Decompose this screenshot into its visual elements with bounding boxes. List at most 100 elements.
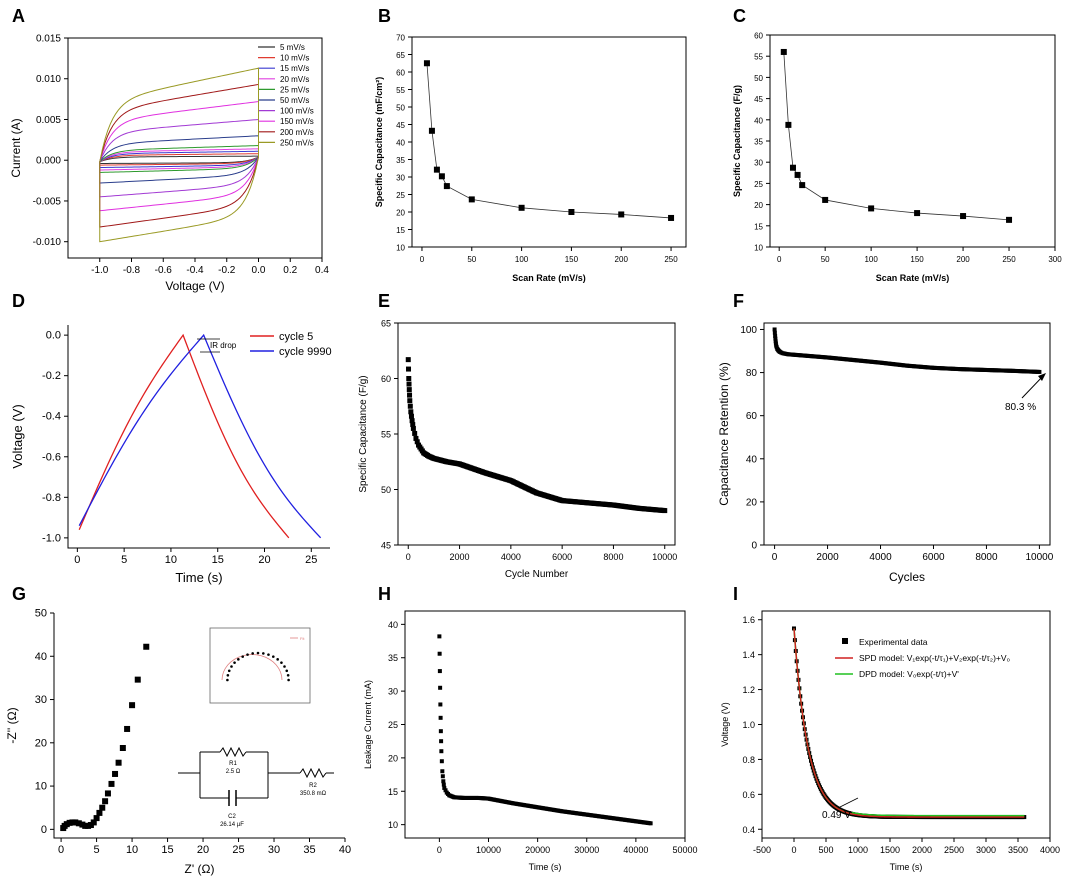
y-axis-label: Voltage (V) bbox=[720, 702, 730, 747]
x-tick-label: 10 bbox=[126, 844, 138, 856]
legend-label: cycle 5 bbox=[279, 331, 313, 343]
x-tick-label: 0.0 bbox=[252, 265, 266, 276]
x-tick-label: 0 bbox=[437, 845, 442, 855]
y-tick-label: 100 bbox=[740, 325, 757, 336]
data-point bbox=[794, 171, 801, 178]
ir-drop-annotation: IR drop bbox=[210, 341, 237, 350]
data-point bbox=[124, 725, 131, 732]
y-tick-label: 30 bbox=[754, 159, 763, 168]
y-tick-label: -0.4 bbox=[42, 411, 61, 423]
x-tick-label: 200 bbox=[956, 255, 970, 264]
x-tick-label: 40 bbox=[339, 844, 351, 856]
x-tick-label: 250 bbox=[1002, 255, 1016, 264]
data-point bbox=[102, 798, 109, 805]
data-point bbox=[868, 205, 875, 212]
x-tick-label: -0.6 bbox=[155, 265, 173, 276]
axes-frame bbox=[67, 325, 330, 549]
x-tick-label: 20 bbox=[197, 844, 209, 856]
y-tick-label: 15 bbox=[388, 787, 398, 797]
panel-d: D 0 5 10 15 20 25 0.0 -0.2 -0.4 -0.6 -0.8 -1.0 Time (… bbox=[10, 291, 332, 585]
y-tick-label: 60 bbox=[754, 32, 763, 41]
data-point bbox=[90, 819, 97, 826]
panel-g: G 0 5 10 15 20 25 30 35 40 0 10 20 30 40 50 Z' (Ω) -Z'' (… bbox=[5, 584, 351, 876]
data-point bbox=[440, 774, 445, 779]
y-tick-label: 35 bbox=[396, 156, 405, 165]
data-point bbox=[428, 127, 435, 134]
data-point bbox=[408, 409, 414, 415]
data-point bbox=[413, 435, 419, 441]
y-tick-label: 0.8 bbox=[742, 755, 755, 765]
x-axis-label: Time (s) bbox=[890, 862, 923, 872]
gcd-series-line bbox=[78, 333, 290, 539]
circuit-label: C2 bbox=[228, 814, 236, 820]
y-tick-label: 10 bbox=[35, 781, 47, 793]
data-point bbox=[407, 398, 413, 404]
cv-series-line bbox=[99, 67, 259, 243]
panel-h: H 0 10000 20000 30000 40000 50000 10 15 20 25 30 35 4… bbox=[363, 584, 698, 872]
x-tick-label: 1000 bbox=[848, 845, 868, 855]
data-point bbox=[772, 327, 777, 332]
x-axis-label: Cycle Number bbox=[505, 569, 569, 580]
legend-label: 200 mV/s bbox=[280, 128, 314, 137]
y-axis-label: Specific Capacitance (F/g) bbox=[358, 375, 369, 492]
data-point bbox=[112, 770, 119, 777]
panel-c: C 0 50 100 150 200 250 300 10 15 20 25 30 35 40 45 50 55 6… bbox=[732, 6, 1062, 283]
panel-label: C bbox=[733, 6, 746, 26]
legend-label: Experimental data bbox=[859, 637, 928, 647]
x-tick-label: 25 bbox=[305, 554, 317, 566]
data-point bbox=[662, 508, 668, 514]
y-axis-label: Specific Capacitance (F/g) bbox=[732, 85, 742, 197]
data-point bbox=[406, 381, 412, 387]
inset-data-point bbox=[251, 652, 254, 655]
x-tick-label: 2000 bbox=[450, 552, 470, 562]
cv-series-line bbox=[99, 155, 259, 164]
y-tick-label: 20 bbox=[35, 737, 47, 749]
x-tick-label: 4000 bbox=[869, 552, 892, 563]
y-tick-label: -0.010 bbox=[33, 237, 62, 248]
x-tick-label: 10 bbox=[165, 554, 177, 566]
data-point bbox=[439, 739, 444, 744]
legend-label: DPD model: V₀exp(-t/τ)+V' bbox=[859, 669, 959, 679]
retention-annotation: 80.3 % bbox=[1005, 402, 1036, 413]
x-tick-label: 5 bbox=[94, 844, 100, 856]
x-tick-label: 10000 bbox=[1026, 552, 1054, 563]
panel-i: I -500 0 500 1000 1500 2000 2500 3000 3500 4000 0.4… bbox=[720, 584, 1060, 872]
y-tick-label: 60 bbox=[396, 69, 405, 78]
data-point bbox=[423, 60, 430, 67]
panel-label: B bbox=[378, 6, 391, 26]
data-point bbox=[568, 209, 575, 215]
data-point bbox=[780, 48, 787, 55]
x-tick-label: 50 bbox=[467, 255, 476, 264]
x-tick-label: 50000 bbox=[672, 845, 697, 855]
y-tick-label: 60 bbox=[381, 374, 391, 384]
data-point bbox=[438, 702, 443, 707]
inset-data-point bbox=[246, 653, 249, 656]
x-tick-label: 25 bbox=[232, 844, 244, 856]
data-point bbox=[442, 785, 447, 790]
y-tick-label: 10 bbox=[388, 820, 398, 830]
y-tick-label: 20 bbox=[388, 753, 398, 763]
data-point bbox=[129, 702, 136, 709]
series-line bbox=[783, 51, 1010, 221]
y-tick-label: 30 bbox=[388, 687, 398, 697]
inset-data-point bbox=[286, 674, 290, 677]
x-tick-label: -0.8 bbox=[123, 265, 141, 276]
y-tick-label: 50 bbox=[381, 485, 391, 495]
data-point bbox=[115, 759, 122, 766]
panel-label: A bbox=[12, 6, 25, 26]
panel-label: D bbox=[12, 291, 25, 311]
y-tick-label: -0.8 bbox=[42, 492, 61, 504]
x-axis-label: Scan Rate (mV/s) bbox=[876, 273, 950, 283]
x-tick-label: -0.4 bbox=[186, 265, 204, 276]
data-point bbox=[437, 634, 442, 639]
legend-marker bbox=[842, 638, 848, 644]
y-tick-label: 65 bbox=[396, 51, 405, 60]
x-axis-label: Cycles bbox=[889, 570, 925, 584]
axes-frame bbox=[53, 613, 345, 839]
y-tick-label: 1.4 bbox=[742, 650, 755, 660]
x-tick-label: 8000 bbox=[975, 552, 998, 563]
legend-label: 25 mV/s bbox=[280, 85, 309, 94]
data-point bbox=[143, 643, 150, 650]
resistor-r2-icon bbox=[299, 767, 327, 779]
